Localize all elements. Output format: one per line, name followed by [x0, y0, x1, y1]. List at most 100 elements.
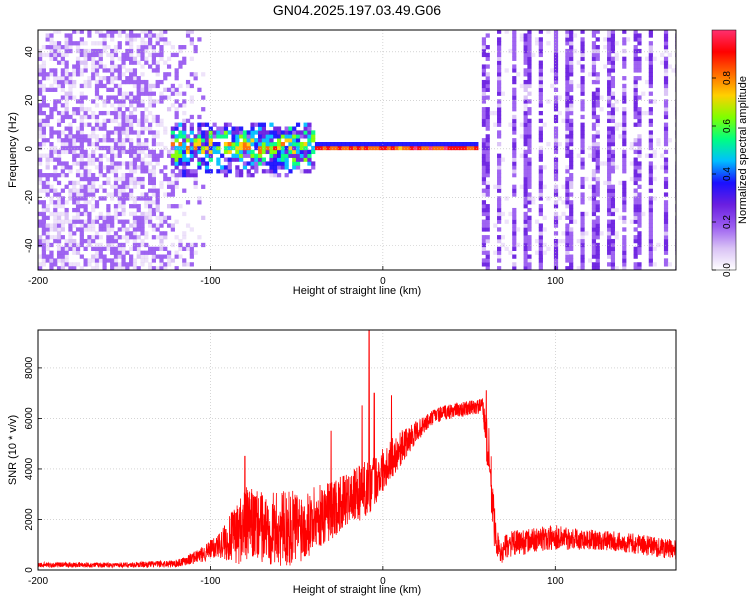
spectrogram-cell [163, 266, 168, 270]
spectrogram-cell [591, 169, 597, 174]
spectrogram-cell [648, 99, 653, 104]
spectrogram-cell [56, 200, 62, 205]
spectrogram-cell [409, 145, 414, 151]
spectrogram-cell [140, 37, 145, 42]
spectrogram-cell [527, 161, 532, 166]
spectrogram-cell [102, 196, 107, 201]
spectrogram-cell [91, 192, 96, 197]
spectrogram-cell [212, 134, 217, 139]
spectrogram-cell [56, 231, 62, 236]
spectrogram-cell [261, 149, 267, 155]
spectrogram-cell [625, 37, 631, 42]
spectrogram-cell [276, 145, 282, 151]
spectrogram-cell [75, 72, 81, 77]
spectrogram-cell [553, 134, 559, 139]
spectrogram-cell [648, 219, 653, 224]
spectrogram-cell [68, 79, 73, 85]
spectrogram-cell [648, 30, 653, 34]
spectrogram-cell [580, 157, 585, 162]
spectrogram-cell [580, 219, 585, 224]
spectrogram-cell [106, 138, 111, 143]
spectrogram-cell [155, 122, 160, 127]
spectrogram-cell [68, 48, 73, 54]
spectrogram-cell [49, 37, 54, 42]
spectrogram-cell [538, 118, 543, 124]
spectrogram-cell [182, 149, 187, 155]
spectrogram-cell [523, 262, 528, 267]
spectrogram-cell [595, 231, 600, 236]
spectrogram-cell [622, 83, 627, 89]
spectrogram-cell [663, 56, 669, 61]
spectrogram-cell [497, 114, 502, 120]
spectrogram-cell [38, 235, 43, 240]
spectrogram-cell [98, 235, 103, 240]
spectrogram-cell [637, 145, 642, 151]
spectrogram-cell [553, 169, 559, 174]
spectrogram-cell [98, 161, 103, 166]
spectrogram-cell [106, 169, 111, 174]
spectrogram-cell [117, 68, 122, 73]
spectrogram-cell [38, 52, 43, 58]
spectrogram-cell [87, 76, 92, 81]
spectrogram-cell [569, 149, 574, 155]
spectrogram-cell [299, 153, 304, 158]
x-tick-label: -200 [28, 576, 48, 587]
spectrogram-cell [41, 246, 46, 252]
spectrogram-cell [451, 145, 456, 151]
spectrogram-cell [261, 130, 267, 135]
spectrogram-cell [185, 30, 191, 34]
spectrogram-cell [622, 114, 627, 120]
spectrogram-cell [481, 176, 487, 182]
spectrogram-cell [45, 227, 50, 232]
spectrogram-cell [660, 165, 665, 170]
spectrogram-cell [607, 157, 612, 162]
spectrogram-cell [113, 153, 119, 158]
spectrogram-cell [155, 192, 160, 197]
spectrogram-cell [163, 165, 168, 170]
spectrogram-cell [121, 207, 126, 213]
spectrogram-cell [98, 173, 103, 178]
spectrogram-cell [79, 266, 84, 270]
spectrogram-cell [121, 184, 126, 189]
spectrogram-cell [269, 157, 274, 162]
spectrogram-cell [110, 60, 115, 65]
spectrogram-cell [580, 246, 585, 252]
spectrogram-cell [220, 153, 225, 158]
spectrogram-cell [64, 103, 69, 108]
spectrogram-cell [159, 231, 164, 236]
spectrogram-cell [64, 145, 69, 151]
spectrogram-cell [83, 188, 88, 193]
spectrogram-cell [117, 145, 122, 151]
spectrogram-cell [148, 45, 153, 50]
spectrogram-cell [614, 266, 619, 270]
spectrogram-cell [607, 173, 612, 178]
spectrogram-cell [622, 118, 627, 124]
spectrogram-cell [140, 83, 145, 89]
spectrogram-cell [595, 192, 600, 197]
spectrogram-cell [178, 83, 183, 89]
spectrogram-cell [110, 30, 115, 34]
spectrogram-cell [622, 262, 627, 267]
spectrogram-cell [83, 134, 88, 139]
spectrogram-cell [182, 134, 187, 139]
spectrogram-cell [166, 192, 172, 197]
spectrogram-cell [75, 30, 81, 34]
spectrogram-cell [197, 142, 202, 147]
spectrogram-cell [64, 242, 69, 248]
spectrogram-cell [144, 192, 149, 197]
spectrogram-cell [178, 103, 183, 108]
spectrogram-cell [148, 99, 153, 104]
spectrogram-cell [637, 235, 642, 240]
spectrogram-cell [569, 87, 574, 92]
spectrogram-cell [83, 227, 88, 232]
spectrogram-cell [49, 142, 54, 147]
spectrogram-cell [136, 204, 141, 209]
spectrogram-cell [41, 87, 46, 92]
spectrogram-cell [538, 79, 543, 85]
spectrogram-cell [125, 262, 130, 267]
spectrogram-cell [599, 231, 604, 236]
spectrogram-cell [136, 207, 141, 213]
spectrogram-cell [72, 107, 77, 112]
spectrogram-cell [610, 95, 616, 100]
spectrogram-cell [166, 72, 172, 77]
